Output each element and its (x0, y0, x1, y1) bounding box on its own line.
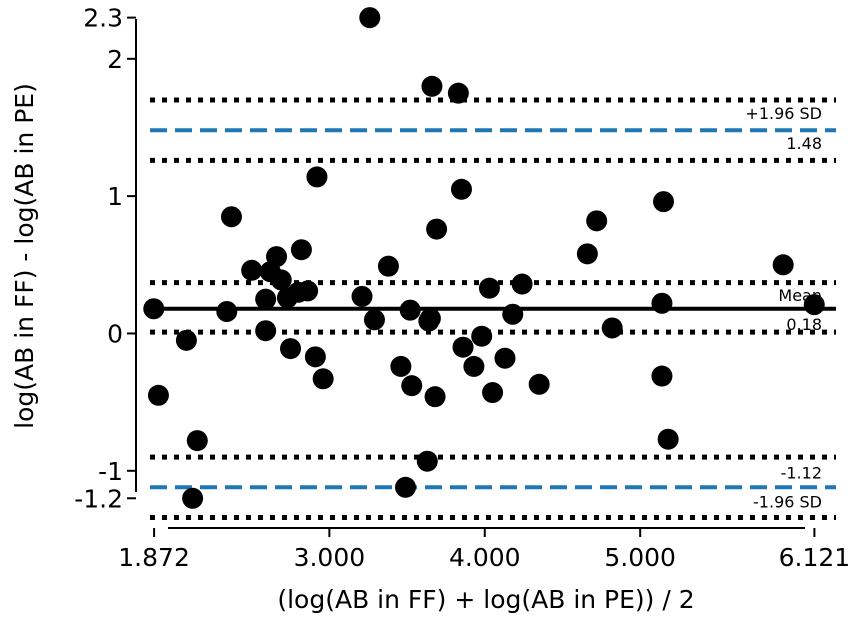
data-point-53 (772, 254, 794, 276)
y-tick-label-1: 2 (107, 45, 123, 74)
axes (135, 19, 805, 529)
data-point-41 (482, 382, 504, 404)
data-point-17 (297, 280, 319, 302)
data-point-28 (401, 375, 423, 397)
mean-value: 0.18 (786, 315, 822, 334)
data-point-43 (502, 303, 524, 325)
x-tick-label-2: 4.000 (449, 543, 521, 572)
annotations: +1.96 SD 1.48 Mean 0.18 -1.12 -1.96 SD (745, 104, 822, 511)
data-point-44 (511, 273, 533, 295)
data-point-4 (186, 430, 208, 452)
data-point-11 (266, 246, 288, 268)
y-axis-title: log(AB in FF) - log(AB in PE) (10, 83, 39, 429)
upper-sd-label: +1.96 SD (745, 104, 822, 123)
data-point-34 (426, 218, 448, 240)
x-tick-label-0: 1.872 (118, 543, 190, 572)
data-point-16 (290, 239, 312, 261)
data-point-36 (450, 178, 472, 200)
y-tick-label-0: 2.3 (83, 4, 123, 33)
data-point-22 (359, 7, 381, 29)
data-point-0 (143, 298, 165, 320)
y-tick-label-4: -1 (98, 457, 123, 486)
data-point-42 (494, 347, 516, 369)
data-point-26 (395, 476, 417, 498)
data-point-2 (175, 329, 197, 351)
data-point-40 (478, 277, 500, 299)
data-point-33 (424, 386, 446, 408)
data-point-48 (601, 317, 623, 339)
data-point-6 (220, 206, 242, 228)
lower-sd-label: -1.96 SD (753, 492, 822, 511)
data-point-9 (255, 320, 277, 342)
data-points (143, 7, 825, 509)
reference-lines (150, 97, 836, 520)
data-point-14 (280, 338, 302, 360)
data-point-38 (463, 355, 485, 377)
data-point-54 (803, 294, 825, 316)
x-tick-label-1: 3.000 (294, 543, 366, 572)
data-point-3 (182, 487, 204, 509)
upper-sd-value: 1.48 (786, 134, 822, 153)
lower-sd-value: -1.12 (781, 463, 822, 482)
y-tick-label-3: 0 (107, 319, 123, 348)
data-point-19 (306, 166, 328, 188)
data-point-45 (528, 373, 550, 395)
data-point-24 (377, 255, 399, 277)
data-point-23 (363, 309, 385, 331)
data-point-29 (416, 450, 438, 472)
data-point-27 (399, 299, 421, 321)
y-tick-label-2: 1 (107, 182, 123, 211)
y-tick-label-5: -1.2 (74, 484, 123, 513)
data-point-18 (304, 346, 326, 368)
data-point-39 (471, 325, 493, 347)
x-axis-title: (log(AB in FF) + log(AB in PE)) / 2 (277, 585, 694, 614)
data-point-8 (255, 288, 277, 310)
data-point-31 (419, 307, 441, 329)
x-tick-label-3: 5.000 (604, 543, 676, 572)
data-point-1 (147, 384, 169, 406)
data-point-7 (241, 259, 263, 281)
data-point-12 (270, 269, 292, 291)
data-point-52 (657, 428, 679, 450)
data-point-32 (421, 75, 443, 97)
data-point-37 (452, 336, 474, 358)
ticks: 2.3 2 1 0 -1-1.2 1.872 3.000 4.000 5.000 6.121 (74, 4, 850, 572)
data-point-51 (653, 191, 674, 213)
data-point-35 (447, 82, 469, 104)
data-point-5 (216, 300, 238, 322)
data-point-20 (312, 368, 334, 390)
data-point-21 (351, 285, 373, 307)
data-point-49 (651, 365, 673, 387)
data-point-46 (576, 243, 598, 265)
data-point-25 (390, 355, 412, 377)
x-tick-label-4: 6.121 (779, 543, 851, 572)
data-point-50 (651, 292, 673, 314)
mean-label: Mean (778, 286, 822, 305)
data-point-47 (586, 210, 608, 232)
